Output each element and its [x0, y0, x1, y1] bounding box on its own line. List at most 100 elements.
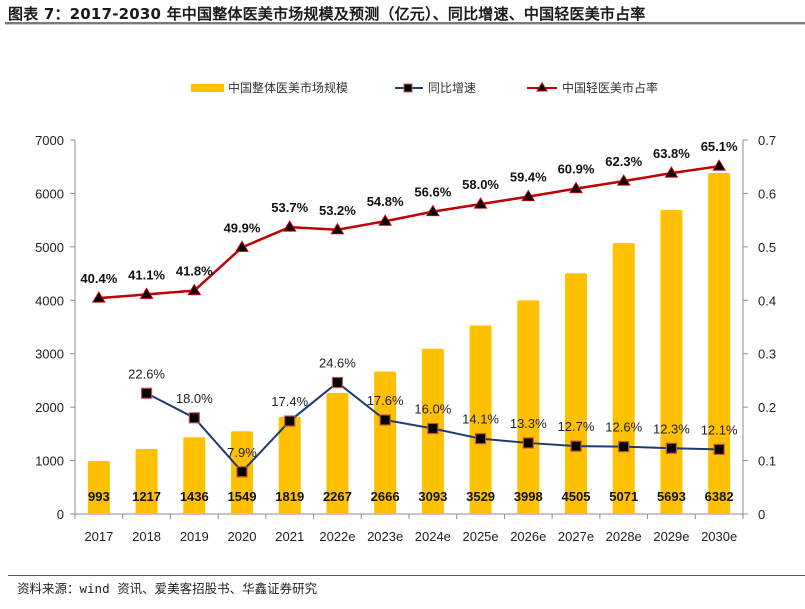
growth-marker	[474, 433, 487, 445]
legend-swatch-bar	[191, 84, 224, 92]
share-marker	[712, 159, 727, 171]
growth-data-label: 17.4%	[271, 394, 308, 409]
right-axis-tick-label: 0.6	[758, 186, 776, 201]
growth-data-label: 12.3%	[653, 421, 690, 436]
bar-data-label: 993	[88, 489, 110, 504]
share-marker	[330, 222, 345, 235]
growth-data-label: 12.1%	[701, 422, 738, 437]
bar	[708, 173, 731, 514]
right-axis-tick-label: 0.1	[758, 454, 776, 469]
bar	[374, 371, 397, 514]
growth-data-label: 18.0%	[176, 391, 213, 406]
bar-data-label: 3093	[418, 489, 447, 504]
share-marker	[616, 174, 631, 186]
share-data-label: 60.9%	[558, 162, 595, 177]
bar-data-label: 5693	[657, 489, 686, 504]
source-note: 资料来源：wind 资讯、爱美客招股书、华鑫证券研究	[17, 581, 318, 596]
x-axis-tick-label: 2025e	[462, 529, 498, 544]
growth-data-label: 12.6%	[605, 420, 642, 435]
share-marker	[473, 197, 488, 209]
x-axis-tick-label: 2030e	[701, 529, 737, 544]
share-line-series: 40.4% 41.1% 41.8% 49.9% 53.7% 53.2% 54.8% 56.6%…	[80, 139, 738, 303]
bar	[469, 325, 492, 514]
share-data-label: 65.1%	[701, 139, 738, 154]
left-axis-tick-label: 0	[57, 507, 64, 522]
growth-marker	[427, 422, 439, 435]
left-axis-tick-label: 6000	[35, 186, 64, 201]
share-data-label: 56.6%	[414, 185, 451, 200]
growth-marker	[713, 443, 725, 455]
growth-marker	[284, 415, 296, 427]
x-axis-tick-label: 2027e	[558, 529, 594, 544]
share-marker	[91, 291, 106, 303]
growth-marker	[140, 387, 153, 399]
growth-marker	[522, 437, 534, 449]
right-axis-tick-label: 0.2	[758, 400, 776, 415]
bar-data-label: 3998	[514, 489, 543, 504]
share-data-label: 49.9%	[224, 220, 261, 235]
bar	[183, 437, 206, 514]
axes: 0 1000 2000 3000 4000 5000 6000 7000 0 0.1 0.2 0.3 0…	[35, 133, 776, 544]
title-divider	[5, 22, 805, 25]
left-axis-tick-label: 2000	[35, 400, 64, 415]
share-data-label: 63.8%	[653, 146, 690, 161]
bar	[565, 273, 587, 514]
growth-data-label: 24.6%	[319, 356, 356, 371]
growth-marker	[379, 414, 391, 426]
bar-data-label: 4505	[562, 489, 591, 504]
x-axis-tick-label: 2020	[228, 529, 257, 544]
growth-data-label: 22.6%	[128, 366, 165, 381]
left-axis-tick-label: 4000	[35, 293, 64, 308]
bar-series	[87, 173, 731, 514]
right-axis-tick-label: 0.5	[758, 240, 776, 255]
growth-data-label: 12.7%	[558, 419, 595, 434]
bar-data-label: 1549	[228, 489, 257, 504]
share-data-label: 53.7%	[271, 200, 308, 215]
bar-data-label: 6382	[705, 489, 734, 504]
share-marker	[139, 287, 154, 299]
left-axis-tick-label: 5000	[35, 240, 64, 255]
bar-data-label: 1217	[132, 489, 161, 504]
x-axis-tick-label: 2021	[275, 529, 304, 544]
legend-label-share: 中国轻医美市占率	[562, 80, 658, 95]
share-marker	[235, 240, 249, 252]
legend-swatch-share-marker	[536, 82, 548, 92]
share-data-label: 40.4%	[80, 271, 117, 286]
bar	[278, 416, 301, 514]
bar-data-label: 3529	[466, 489, 495, 504]
right-axis-tick-label: 0.3	[758, 347, 776, 362]
growth-marker	[188, 412, 200, 424]
share-data-label: 41.1%	[128, 267, 165, 282]
bar-data-label: 1819	[275, 489, 304, 504]
growth-marker	[618, 441, 630, 453]
legend-label-growth: 同比增速	[428, 81, 476, 95]
share-marker	[569, 181, 583, 194]
growth-marker	[570, 440, 582, 452]
right-axis-tick-label: 0.4	[758, 293, 776, 308]
bar	[517, 300, 540, 514]
right-axis-tick-label: 0.7	[758, 133, 776, 148]
bar	[135, 448, 158, 514]
share-data-label: 53.2%	[319, 203, 356, 218]
chart-title: 图表 7：2017-2030 年中国整体医美市场规模及预测（亿元）、同比增速、中…	[8, 5, 646, 23]
growth-data-label: 13.3%	[510, 416, 547, 431]
growth-marker	[665, 442, 678, 454]
x-axis-tick-label: 2029e	[653, 529, 689, 544]
share-data-label: 58.0%	[462, 177, 499, 192]
share-data-label: 59.4%	[510, 170, 547, 185]
left-axis-tick-label: 3000	[35, 347, 64, 362]
growth-line-series: 22.6% 18.0% 7.9% 17.4% 24.6% 17.6% 16.0% 14.1% 1…	[128, 356, 738, 478]
x-axis-tick-label: 2026e	[510, 529, 546, 544]
left-axis-tick-label: 1000	[35, 454, 64, 469]
source-divider	[8, 575, 805, 576]
bar	[660, 209, 683, 514]
share-marker	[187, 283, 202, 296]
x-axis-tick-label: 2028e	[606, 529, 642, 544]
bar	[612, 243, 635, 514]
x-axis-tick-label: 2023e	[367, 529, 403, 544]
growth-marker	[236, 466, 248, 478]
share-marker	[282, 220, 297, 232]
share-marker	[664, 166, 679, 178]
growth-data-label: 17.6%	[367, 393, 404, 408]
